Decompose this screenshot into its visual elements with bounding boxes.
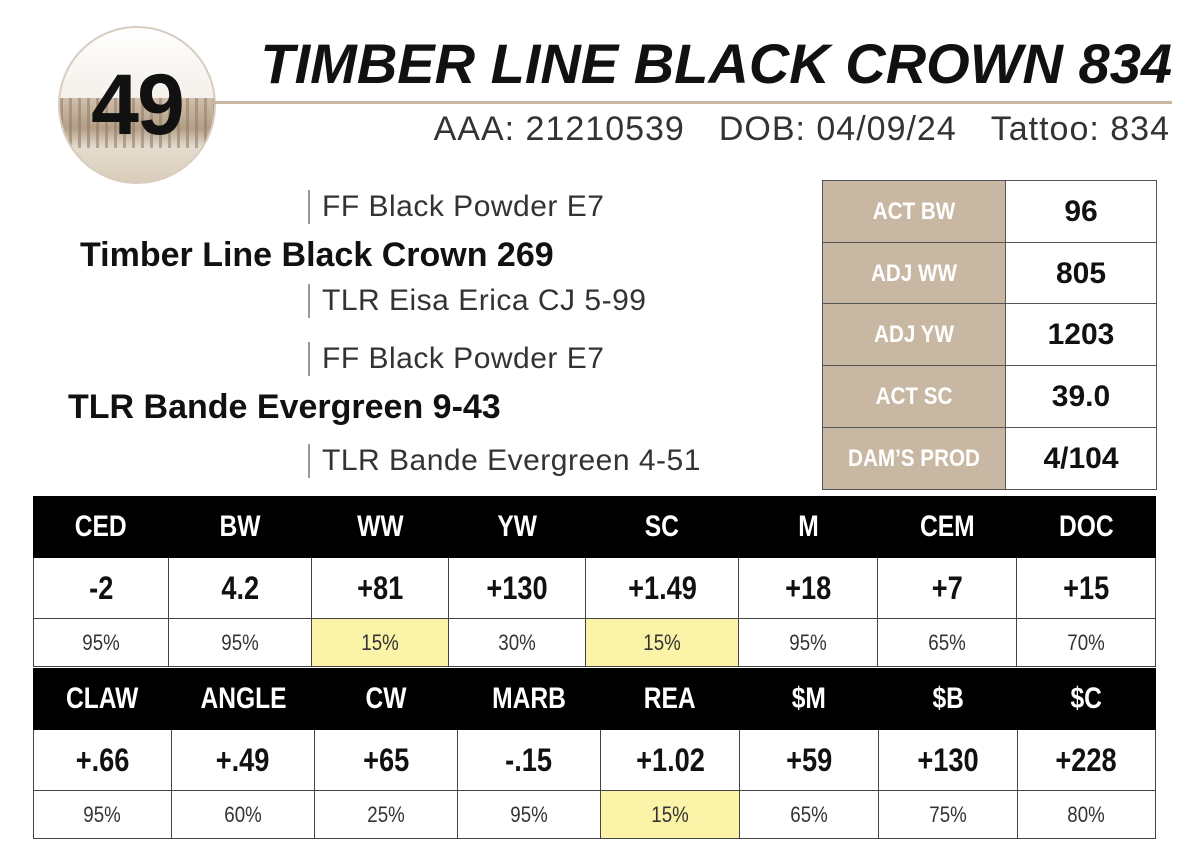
tattoo: Tattoo: 834 <box>990 110 1170 148</box>
epd-header: $M <box>739 668 879 730</box>
epd-header: CED <box>33 496 169 558</box>
epd-percentile: 25% <box>314 790 458 839</box>
epd-value: +15 <box>1016 557 1156 619</box>
epd-percentile: 95% <box>457 790 601 839</box>
epd-header: M <box>738 496 878 558</box>
date-of-birth: DOB: 04/09/24 <box>718 110 957 148</box>
epd-value: 4.2 <box>168 557 312 619</box>
stat-label: ACT BW <box>835 181 993 242</box>
stat-label: ACT SC <box>835 366 993 427</box>
epd-header: WW <box>311 496 449 558</box>
epd-header: ANGLE <box>171 668 315 730</box>
stat-value: 96 <box>1064 194 1098 228</box>
epd-table-production: CED BW WW YW SC M CEM DOC -2 4.2 +81 +13… <box>33 496 1156 667</box>
epd-value: +.49 <box>171 729 315 791</box>
epd-value: +59 <box>739 729 879 791</box>
stat-value: 805 <box>1055 256 1107 290</box>
epd-value-row: +.66 +.49 +65 -.15 +1.02 +59 +130 +228 <box>33 729 1156 791</box>
epd-percentile-row: 95% 95% 15% 30% 15% 95% 65% 70% <box>33 618 1156 667</box>
epd-header: $C <box>1017 668 1156 730</box>
epd-percentile: 95% <box>33 790 172 839</box>
epd-value: +1.49 <box>585 557 739 619</box>
epd-header: YW <box>448 496 586 558</box>
epd-percentile-row: 95% 60% 25% 95% 15% 65% 75% 80% <box>33 790 1156 839</box>
animal-id-line: AAA: 21210539 DOB: 04/09/24 Tattoo: 834 <box>240 110 1170 149</box>
epd-percentile: 95% <box>168 618 312 667</box>
epd-value: -2 <box>33 557 169 619</box>
epd-value: +228 <box>1017 729 1156 791</box>
cattle-photo-icon <box>60 98 214 148</box>
epd-header: SC <box>585 496 739 558</box>
epd-percentile: 65% <box>877 618 1017 667</box>
epd-percentile-highlight: 15% <box>600 790 740 839</box>
stat-value: 1203 <box>1047 317 1115 351</box>
epd-value: +130 <box>448 557 586 619</box>
epd-percentile: 80% <box>1017 790 1156 839</box>
aaa-number: AAA: 21210539 <box>433 110 685 148</box>
epd-percentile: 70% <box>1016 618 1156 667</box>
epd-percentile-highlight: 15% <box>585 618 739 667</box>
epd-header: BW <box>168 496 312 558</box>
epd-percentile: 95% <box>33 618 169 667</box>
stat-value: 39.0 <box>1051 379 1111 413</box>
lot-badge: 49 <box>58 26 216 184</box>
epd-header: CW <box>314 668 458 730</box>
epd-header-row: CED BW WW YW SC M CEM DOC <box>33 496 1156 558</box>
epd-header: MARB <box>457 668 601 730</box>
dam-dam: TLR Bande Evergreen 4-51 <box>308 444 701 478</box>
epd-header: $B <box>878 668 1018 730</box>
epd-value-row: -2 4.2 +81 +130 +1.49 +18 +7 +15 <box>33 557 1156 619</box>
epd-value: -.15 <box>457 729 601 791</box>
stat-value: 4/104 <box>1043 441 1119 475</box>
epd-value: +.66 <box>33 729 172 791</box>
epd-percentile: 65% <box>739 790 879 839</box>
performance-stats: ACT BW 96 ADJ WW 805 ADJ YW 1203 ACT SC … <box>822 180 1157 490</box>
stat-label: ADJ WW <box>835 243 993 304</box>
animal-name: TIMBER LINE BLACK CROWN 834 <box>260 32 1172 95</box>
stat-label: ADJ YW <box>835 304 993 365</box>
sire-dam: TLR Eisa Erica CJ 5-99 <box>308 284 646 318</box>
epd-header: CEM <box>877 496 1017 558</box>
epd-value: +18 <box>738 557 878 619</box>
epd-percentile: 60% <box>171 790 315 839</box>
stat-row: DAM’S PROD 4/104 <box>823 427 1156 489</box>
title-divider <box>210 101 1172 104</box>
epd-percentile-highlight: 15% <box>311 618 449 667</box>
dam: TLR Bande Evergreen 9-43 <box>68 388 501 426</box>
sire-sire: FF Black Powder E7 <box>308 190 604 224</box>
stat-row: ACT SC 39.0 <box>823 365 1156 427</box>
epd-value: +81 <box>311 557 449 619</box>
stat-label: DAM’S PROD <box>835 428 993 489</box>
epd-value: +65 <box>314 729 458 791</box>
epd-value: +1.02 <box>600 729 740 791</box>
epd-table-carcass: CLAW ANGLE CW MARB REA $M $B $C +.66 +.4… <box>33 668 1156 839</box>
lot-number: 49 <box>91 57 185 153</box>
epd-header: REA <box>600 668 740 730</box>
dam-sire: FF Black Powder E7 <box>308 342 604 376</box>
stat-row: ACT BW 96 <box>823 181 1156 242</box>
epd-percentile: 75% <box>878 790 1018 839</box>
epd-header: DOC <box>1016 496 1156 558</box>
epd-percentile: 95% <box>738 618 878 667</box>
epd-value: +130 <box>878 729 1018 791</box>
stat-row: ADJ YW 1203 <box>823 303 1156 365</box>
epd-header: CLAW <box>33 668 172 730</box>
epd-value: +7 <box>877 557 1017 619</box>
stat-row: ADJ WW 805 <box>823 242 1156 304</box>
epd-percentile: 30% <box>448 618 586 667</box>
epd-header-row: CLAW ANGLE CW MARB REA $M $B $C <box>33 668 1156 730</box>
sire: Timber Line Black Crown 269 <box>80 236 554 274</box>
